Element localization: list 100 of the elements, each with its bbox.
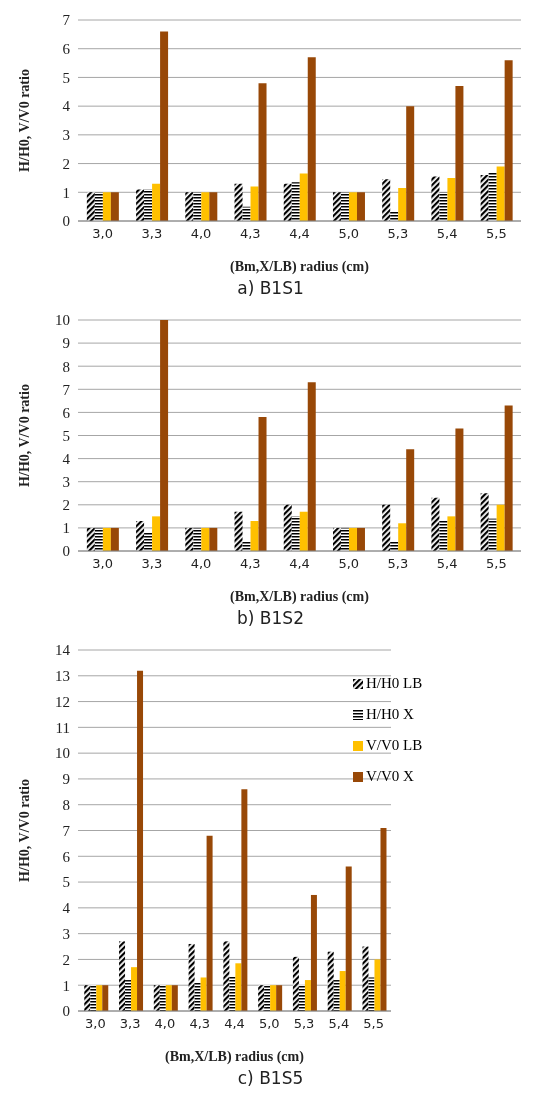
x-tick-label: 3,0 <box>92 226 113 242</box>
bar <box>250 186 259 221</box>
y-tick-label: 5 <box>62 874 70 891</box>
y-tick-label: 9 <box>62 335 70 352</box>
x-tick-label: 5,0 <box>338 226 360 242</box>
y-tick-label: 14 <box>55 642 71 659</box>
bar <box>144 189 153 221</box>
x-tick-label: 5,5 <box>486 556 507 572</box>
bar <box>307 382 316 551</box>
bar <box>406 106 415 221</box>
y-tick-label: 3 <box>62 925 70 942</box>
y-tick-label: 8 <box>62 358 70 375</box>
y-tick-label: 0 <box>62 213 70 230</box>
bar <box>171 985 178 1011</box>
text: b) B1S2 <box>236 608 305 630</box>
x-tick-label: 5,3 <box>387 556 409 572</box>
bar <box>160 31 169 221</box>
bar <box>94 527 103 551</box>
x-tick-label: 3,3 <box>141 556 163 572</box>
bar <box>439 192 448 221</box>
bar <box>110 527 119 551</box>
y-tick-label: 5 <box>62 69 70 86</box>
bar <box>406 449 415 551</box>
bar <box>84 985 91 1011</box>
bar <box>194 982 201 1011</box>
bar <box>185 527 194 551</box>
bar <box>206 835 213 1011</box>
bar <box>258 417 267 551</box>
bar <box>455 86 464 221</box>
bar <box>455 428 464 551</box>
x-tick-label: 5,3 <box>387 226 409 242</box>
bar <box>374 959 381 1011</box>
bar <box>242 206 251 221</box>
bar <box>153 985 160 1011</box>
bar <box>398 187 407 221</box>
bar <box>209 527 218 551</box>
bar <box>188 943 195 1011</box>
bar <box>160 320 169 551</box>
legend-label: H/H0 LB <box>366 675 423 692</box>
bar <box>165 985 172 1011</box>
bar <box>241 789 248 1011</box>
y-tick-label: 0 <box>62 1003 70 1020</box>
x-axis-title: (Bm,X/LB) radius (cm) <box>230 259 370 275</box>
x-tick-label: 5,5 <box>486 226 507 242</box>
bar <box>480 493 489 551</box>
bar <box>496 166 505 221</box>
x-tick-label: 4,4 <box>224 1016 245 1032</box>
y-tick-label: 3 <box>62 127 70 144</box>
y-tick-label: 4 <box>62 450 71 467</box>
bar <box>94 192 103 221</box>
bar <box>193 527 202 551</box>
bar <box>152 183 161 221</box>
x-tick-label: 4,0 <box>190 556 212 572</box>
bar <box>264 985 271 1011</box>
bar <box>327 951 334 1011</box>
bar <box>310 894 317 1011</box>
y-tick-label: 13 <box>55 668 70 685</box>
y-tick-label: 4 <box>62 98 71 115</box>
bar <box>488 172 497 221</box>
x-tick-label: 4,3 <box>189 1016 211 1032</box>
bar <box>137 670 144 1011</box>
bar <box>223 941 230 1011</box>
y-tick-label: 10 <box>55 312 70 329</box>
bar <box>235 963 242 1011</box>
bar <box>339 971 346 1011</box>
bar <box>131 967 138 1011</box>
bar <box>258 83 267 221</box>
x-axis-title: (Bm,X/LB) radius (cm) <box>230 589 370 605</box>
x-axis-title: (Bm,X/LB) radius (cm) <box>165 1049 305 1065</box>
bar <box>291 516 300 551</box>
bar <box>504 60 513 221</box>
x-tick-label: 4,3 <box>239 226 261 242</box>
y-tick-label: 1 <box>62 977 70 994</box>
y-tick-label: 6 <box>62 41 71 58</box>
bar <box>159 985 166 1011</box>
bar <box>144 532 153 551</box>
y-tick-label: 7 <box>62 12 71 29</box>
bar <box>90 985 97 1011</box>
x-tick-label: 5,4 <box>436 226 458 242</box>
y-tick-label: 10 <box>55 745 70 762</box>
x-tick-label: 5,0 <box>258 1016 280 1032</box>
bar <box>110 192 119 221</box>
x-tick-label: 4,4 <box>289 226 310 242</box>
bar <box>283 504 292 551</box>
bar <box>299 511 308 551</box>
bar <box>362 946 369 1011</box>
bar <box>200 977 207 1011</box>
bar <box>332 192 341 221</box>
text: c) B1S5 <box>236 1068 305 1090</box>
x-tick-label: 5,5 <box>363 1016 384 1032</box>
x-tick-label: 5,4 <box>436 556 458 572</box>
x-tick-label: 3,3 <box>119 1016 141 1032</box>
bar <box>119 941 126 1011</box>
x-tick-label: 5,0 <box>338 556 360 572</box>
x-tick-label: 3,3 <box>141 226 163 242</box>
bar <box>292 956 299 1011</box>
bar <box>125 980 132 1011</box>
bar <box>488 518 497 551</box>
bar <box>398 523 407 551</box>
bar <box>136 520 145 551</box>
